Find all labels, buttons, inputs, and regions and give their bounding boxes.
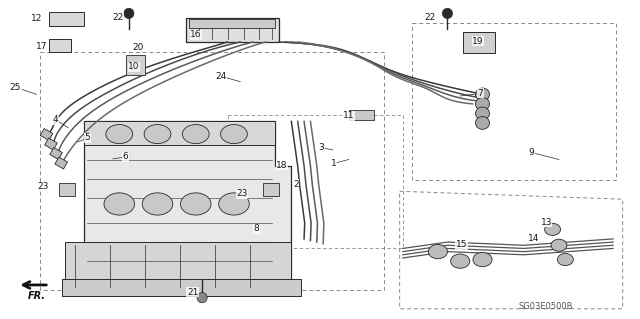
Polygon shape xyxy=(84,122,275,145)
Text: 5: 5 xyxy=(84,133,90,142)
Text: 14: 14 xyxy=(528,234,539,243)
Circle shape xyxy=(124,8,134,19)
Bar xyxy=(186,18,278,42)
Text: 22: 22 xyxy=(113,13,124,22)
Ellipse shape xyxy=(473,252,492,267)
Bar xyxy=(49,39,72,51)
Ellipse shape xyxy=(451,254,470,268)
Polygon shape xyxy=(84,122,291,291)
Text: 24: 24 xyxy=(216,72,227,81)
Bar xyxy=(189,19,275,28)
Bar xyxy=(50,148,62,160)
Bar xyxy=(349,110,374,120)
Ellipse shape xyxy=(551,239,567,251)
Bar xyxy=(55,157,67,169)
Ellipse shape xyxy=(180,193,211,215)
Text: 7: 7 xyxy=(477,89,483,98)
Text: 23: 23 xyxy=(37,182,49,191)
Text: 25: 25 xyxy=(10,83,21,92)
Bar xyxy=(65,242,291,288)
Text: 6: 6 xyxy=(123,152,129,161)
Bar xyxy=(463,33,495,53)
Text: 23: 23 xyxy=(237,189,248,198)
Bar xyxy=(49,12,84,26)
Ellipse shape xyxy=(104,193,134,215)
Bar xyxy=(40,51,384,290)
Text: 12: 12 xyxy=(31,14,42,23)
Text: 2: 2 xyxy=(293,180,299,189)
Text: 16: 16 xyxy=(190,31,202,40)
Text: 22: 22 xyxy=(424,13,435,22)
Ellipse shape xyxy=(476,117,490,129)
Ellipse shape xyxy=(476,88,490,101)
Text: 4: 4 xyxy=(52,115,58,124)
Text: 20: 20 xyxy=(132,43,144,52)
Text: SG03E0500B: SG03E0500B xyxy=(519,302,573,311)
Bar xyxy=(40,129,53,140)
Text: 15: 15 xyxy=(456,240,467,249)
Text: 3: 3 xyxy=(318,143,324,152)
Text: 21: 21 xyxy=(187,288,198,297)
Bar xyxy=(228,115,403,249)
Text: 11: 11 xyxy=(343,111,355,120)
Circle shape xyxy=(197,293,207,303)
Ellipse shape xyxy=(476,98,490,110)
Bar xyxy=(262,183,278,196)
Circle shape xyxy=(442,8,452,19)
Text: FR.: FR. xyxy=(28,291,45,301)
Bar xyxy=(62,278,301,296)
Ellipse shape xyxy=(106,124,132,144)
Text: 18: 18 xyxy=(276,161,287,170)
Bar xyxy=(412,23,616,180)
Ellipse shape xyxy=(144,124,171,144)
Bar xyxy=(125,55,145,75)
Ellipse shape xyxy=(545,223,561,235)
Ellipse shape xyxy=(476,107,490,120)
Text: 1: 1 xyxy=(331,159,337,168)
Ellipse shape xyxy=(142,193,173,215)
Text: 13: 13 xyxy=(540,218,552,227)
Ellipse shape xyxy=(557,254,573,266)
Bar xyxy=(59,183,75,196)
Ellipse shape xyxy=(428,244,447,259)
Bar xyxy=(45,138,58,150)
Text: 9: 9 xyxy=(529,148,534,157)
Text: 10: 10 xyxy=(128,62,140,71)
Ellipse shape xyxy=(182,124,209,144)
Text: 17: 17 xyxy=(36,42,47,51)
Ellipse shape xyxy=(219,193,249,215)
Ellipse shape xyxy=(221,124,247,144)
Text: 19: 19 xyxy=(472,37,484,46)
Text: 8: 8 xyxy=(253,224,259,233)
